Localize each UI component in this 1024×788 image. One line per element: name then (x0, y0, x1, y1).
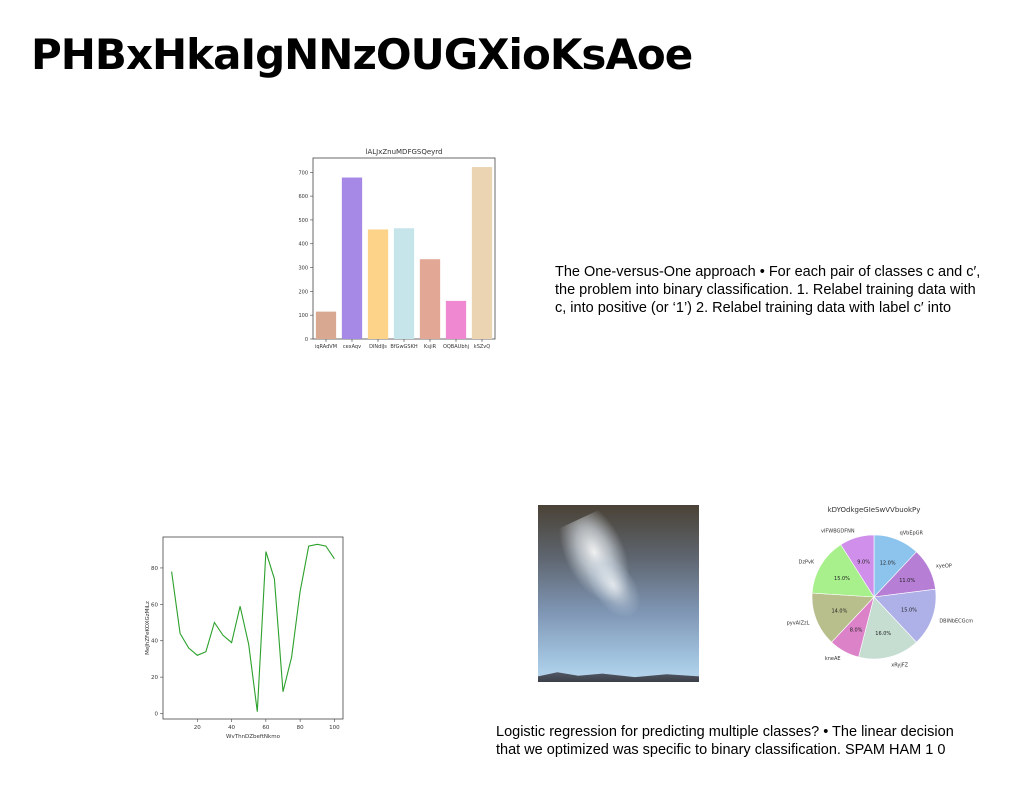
paragraph-one-vs-one: The One-versus-One approach • For each p… (555, 263, 1024, 317)
pie-chart: kDYOdkgeGIeSwVVbuokPy 12.0% qVbEpGR 11.0% xy… (780, 500, 980, 705)
bar (341, 177, 363, 339)
line-chart: 0 20 40 60 80 20 40 60 80 100 WvThnDZbeftNkmo MeJhZ… (140, 530, 355, 750)
bar-y-tick-label: 500 (298, 218, 308, 224)
bar (471, 167, 493, 339)
pie-slice (811, 592, 875, 643)
paragraph1-line2: the problem into binary classification. … (555, 282, 976, 298)
bar-x-tick-label: iqRAdVM (315, 344, 337, 350)
pie-slice-percent: 12.0% (880, 560, 896, 566)
bar-y-tick-label: 400 (298, 242, 308, 248)
pie-slice-percent: 8.0% (850, 628, 863, 634)
pie-slice (840, 534, 875, 599)
pie-slice-percent: 11.0% (899, 578, 915, 584)
bar (315, 311, 337, 339)
line-y-tick-label: 60 (151, 602, 158, 608)
pie-slice-label: xRyjFZ (891, 662, 908, 668)
pie-chart-svg: kDYOdkgeGIeSwVVbuokPy 12.0% qVbEpGR 11.0% xy… (787, 506, 974, 668)
line-plot-frame (162, 536, 344, 720)
line-y-tick-label: 40 (151, 639, 158, 645)
horizon-shape (538, 672, 699, 682)
pie-slice (811, 544, 875, 598)
bar-x-tick-label: OQBAUbhj (443, 344, 469, 350)
pie-slice (873, 588, 937, 643)
slide-title: PHBxHkaIgNNzOUGXioKsAoe (31, 30, 693, 79)
bar-y-tick-label: 700 (298, 170, 308, 176)
bar-y-tick-label: 0 (305, 337, 308, 343)
bar-y-tick-label: 100 (298, 313, 308, 319)
bar-x-tick-label: BfGwGSKH (390, 344, 417, 350)
pie-slice (858, 596, 917, 660)
pie-slice-label: qVbEpGR (900, 530, 924, 536)
bar-x-tick-label: KsjiR (424, 344, 437, 350)
bar (367, 229, 389, 339)
bar-x-tick-label: kSZvQ (474, 344, 490, 350)
bar-chart-title: lALJxZnuMDFGSQeyrd (366, 148, 443, 156)
line-y-tick-label: 0 (155, 712, 159, 718)
bar-y-tick-label: 300 (298, 266, 308, 272)
bar-chart: lALJxZnuMDFGSQeyrd 0 100 200 300 400 500 600 700… (290, 140, 510, 365)
line-x-tick-label: 20 (194, 725, 201, 731)
pie-slice-label: pyvAIZzL (787, 621, 810, 627)
bar-x-tick-label: cexAqv (343, 344, 361, 350)
pie-slice-percent: 9.0% (857, 559, 870, 565)
pie-slice-percent: 15.0% (834, 576, 850, 582)
pie-slice-label: kneAE (825, 656, 841, 662)
pie-slice-percent: 16.0% (875, 631, 891, 637)
paragraph2-line2: that we optimized was specific to binary… (496, 742, 946, 758)
line-chart-svg: 0 20 40 60 80 20 40 60 80 100 WvThnDZbeftNkmo MeJhZ… (145, 536, 344, 740)
bar (393, 228, 415, 339)
bar-y-tick-label: 200 (298, 289, 308, 295)
sky-photo (538, 505, 699, 682)
bar-y-tick-label: 600 (298, 194, 308, 200)
line-x-tick-label: 100 (329, 725, 340, 731)
line-x-tick-label: 80 (297, 725, 304, 731)
bar (419, 259, 441, 339)
line-x-tick-label: 40 (228, 725, 235, 731)
line-x-tick-label: 60 (262, 725, 269, 731)
line-y-tick-label: 80 (151, 566, 158, 572)
pie-chart-title: kDYOdkgeGIeSwVVbuokPy (828, 506, 921, 514)
pie-slice-percent: 15.0% (901, 608, 917, 614)
pie-slice-label: DzPvK (798, 560, 814, 566)
bar (445, 300, 467, 339)
bar-x-tick-label: DINdIJs (369, 344, 387, 350)
pie-slice-label: xyeOP (936, 563, 952, 569)
paragraph-logistic-regression: Logistic regression for predicting multi… (496, 723, 1011, 759)
line-series (171, 543, 335, 712)
paragraph2-line1: Logistic regression for predicting multi… (496, 724, 954, 740)
pie-slice-percent: 14.0% (831, 609, 847, 615)
pie-slice-label: DBINbECGcm (939, 619, 973, 625)
paragraph1-line1: The One-versus-One approach • For each p… (555, 264, 981, 280)
line-x-axis-label: WvThnDZbeftNkmo (226, 734, 281, 740)
line-y-tick-label: 20 (151, 675, 158, 681)
paragraph1-line3: c, into positive (or ‘1’) 2. Relabel tra… (555, 300, 952, 316)
pie-slice-label: vIFWBGDFNN (821, 528, 855, 534)
bar-chart-svg: lALJxZnuMDFGSQeyrd 0 100 200 300 400 500 600 700… (298, 148, 496, 350)
line-y-axis-label: MeJhZFeKOXGzMiLz (145, 601, 151, 655)
